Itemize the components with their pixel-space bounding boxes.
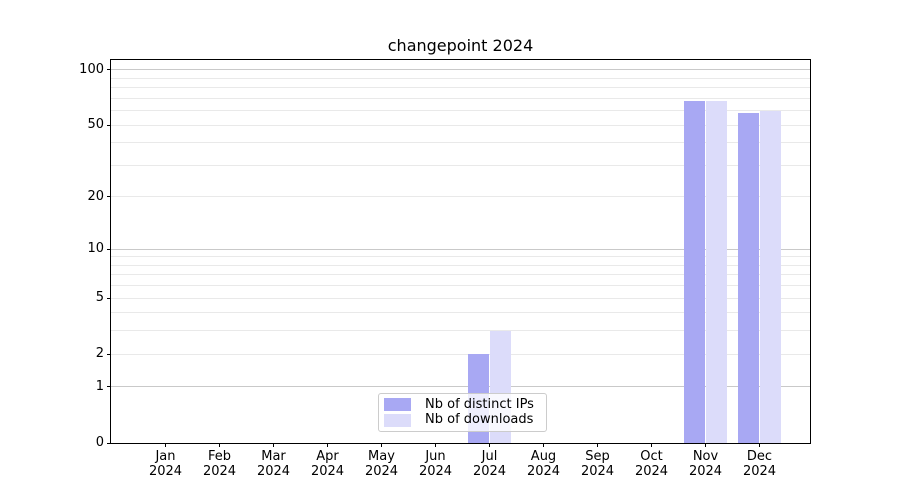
legend-label-downloads: Nb of downloads: [425, 412, 534, 428]
legend-swatch-distinct-ips: [384, 398, 411, 412]
plot-area: [110, 59, 811, 444]
x-tick-label: Apr 2024: [310, 449, 345, 479]
legend-item-downloads: Nb of downloads: [384, 413, 539, 427]
major-gridline: [111, 386, 810, 388]
y-tick-label: 100: [79, 61, 104, 77]
y-tick-label: 2: [95, 346, 104, 362]
x-tick-mark: [327, 443, 328, 447]
major-gridline: [111, 69, 810, 71]
y-tick-mark: [107, 248, 111, 250]
x-tick-mark: [219, 443, 220, 447]
x-tick-label: Sep 2024: [580, 449, 615, 479]
y-tick-label: 5: [95, 290, 104, 306]
bar-downloads: [759, 110, 782, 443]
x-tick-label: Dec 2024: [742, 449, 777, 479]
x-tick-mark: [597, 443, 598, 447]
minor-gridline: [111, 353, 810, 355]
y-tick-mark: [107, 386, 111, 388]
y-tick-mark: [107, 196, 111, 198]
legend: Nb of distinct IPs Nb of downloads: [378, 393, 547, 432]
y-tick-label: 0: [95, 435, 104, 450]
bar-distinct-ips: [683, 100, 706, 443]
y-tick-mark: [107, 442, 111, 444]
minor-gridline: [111, 256, 810, 258]
major-gridline: [111, 248, 810, 250]
y-tick-label: 20: [87, 188, 104, 204]
x-tick-mark: [651, 443, 652, 447]
x-tick-label: Jan 2024: [148, 449, 183, 479]
y-tick-mark: [107, 353, 111, 355]
x-tick-label: Jul 2024: [472, 449, 507, 479]
minor-gridline: [111, 330, 810, 332]
x-tick-mark: [489, 443, 490, 447]
x-tick-label: Aug 2024: [526, 449, 561, 479]
bar-downloads: [705, 100, 728, 443]
minor-gridline: [111, 264, 810, 266]
y-tick-label: 50: [87, 117, 104, 133]
x-tick-mark: [435, 443, 436, 447]
x-tick-mark: [381, 443, 382, 447]
minor-gridline: [111, 285, 810, 287]
minor-gridline: [111, 312, 810, 314]
y-tick-label: 1: [95, 378, 104, 394]
minor-gridline: [111, 274, 810, 276]
y-tick-label: 10: [87, 241, 104, 257]
x-tick-label: Mar 2024: [256, 449, 291, 479]
minor-gridline: [111, 110, 810, 112]
minor-gridline: [111, 77, 810, 79]
x-tick-label: Feb 2024: [202, 449, 237, 479]
legend-item-distinct-ips: Nb of distinct IPs: [384, 396, 539, 412]
minor-gridline: [111, 97, 810, 99]
x-tick-mark: [705, 443, 706, 447]
minor-gridline: [111, 124, 810, 126]
x-tick-mark: [759, 443, 760, 447]
x-tick-label: May 2024: [364, 449, 399, 479]
legend-swatch-downloads: [384, 413, 411, 427]
x-tick-label: Nov 2024: [688, 449, 723, 479]
minor-gridline: [111, 297, 810, 299]
legend-label-distinct-ips: Nb of distinct IPs: [425, 396, 534, 412]
x-tick-mark: [543, 443, 544, 447]
x-tick-label: Oct 2024: [634, 449, 669, 479]
minor-gridline: [111, 142, 810, 144]
minor-gridline: [111, 87, 810, 89]
x-tick-label: Jun 2024: [418, 449, 453, 479]
x-tick-mark: [165, 443, 166, 447]
bar-distinct-ips: [737, 113, 760, 443]
y-tick-mark: [107, 297, 111, 299]
minor-gridline: [111, 164, 810, 166]
minor-gridline: [111, 196, 810, 198]
y-tick-mark: [107, 69, 111, 71]
y-tick-mark: [107, 124, 111, 126]
chart-title: changepoint 2024: [387, 36, 534, 55]
x-tick-mark: [273, 443, 274, 447]
